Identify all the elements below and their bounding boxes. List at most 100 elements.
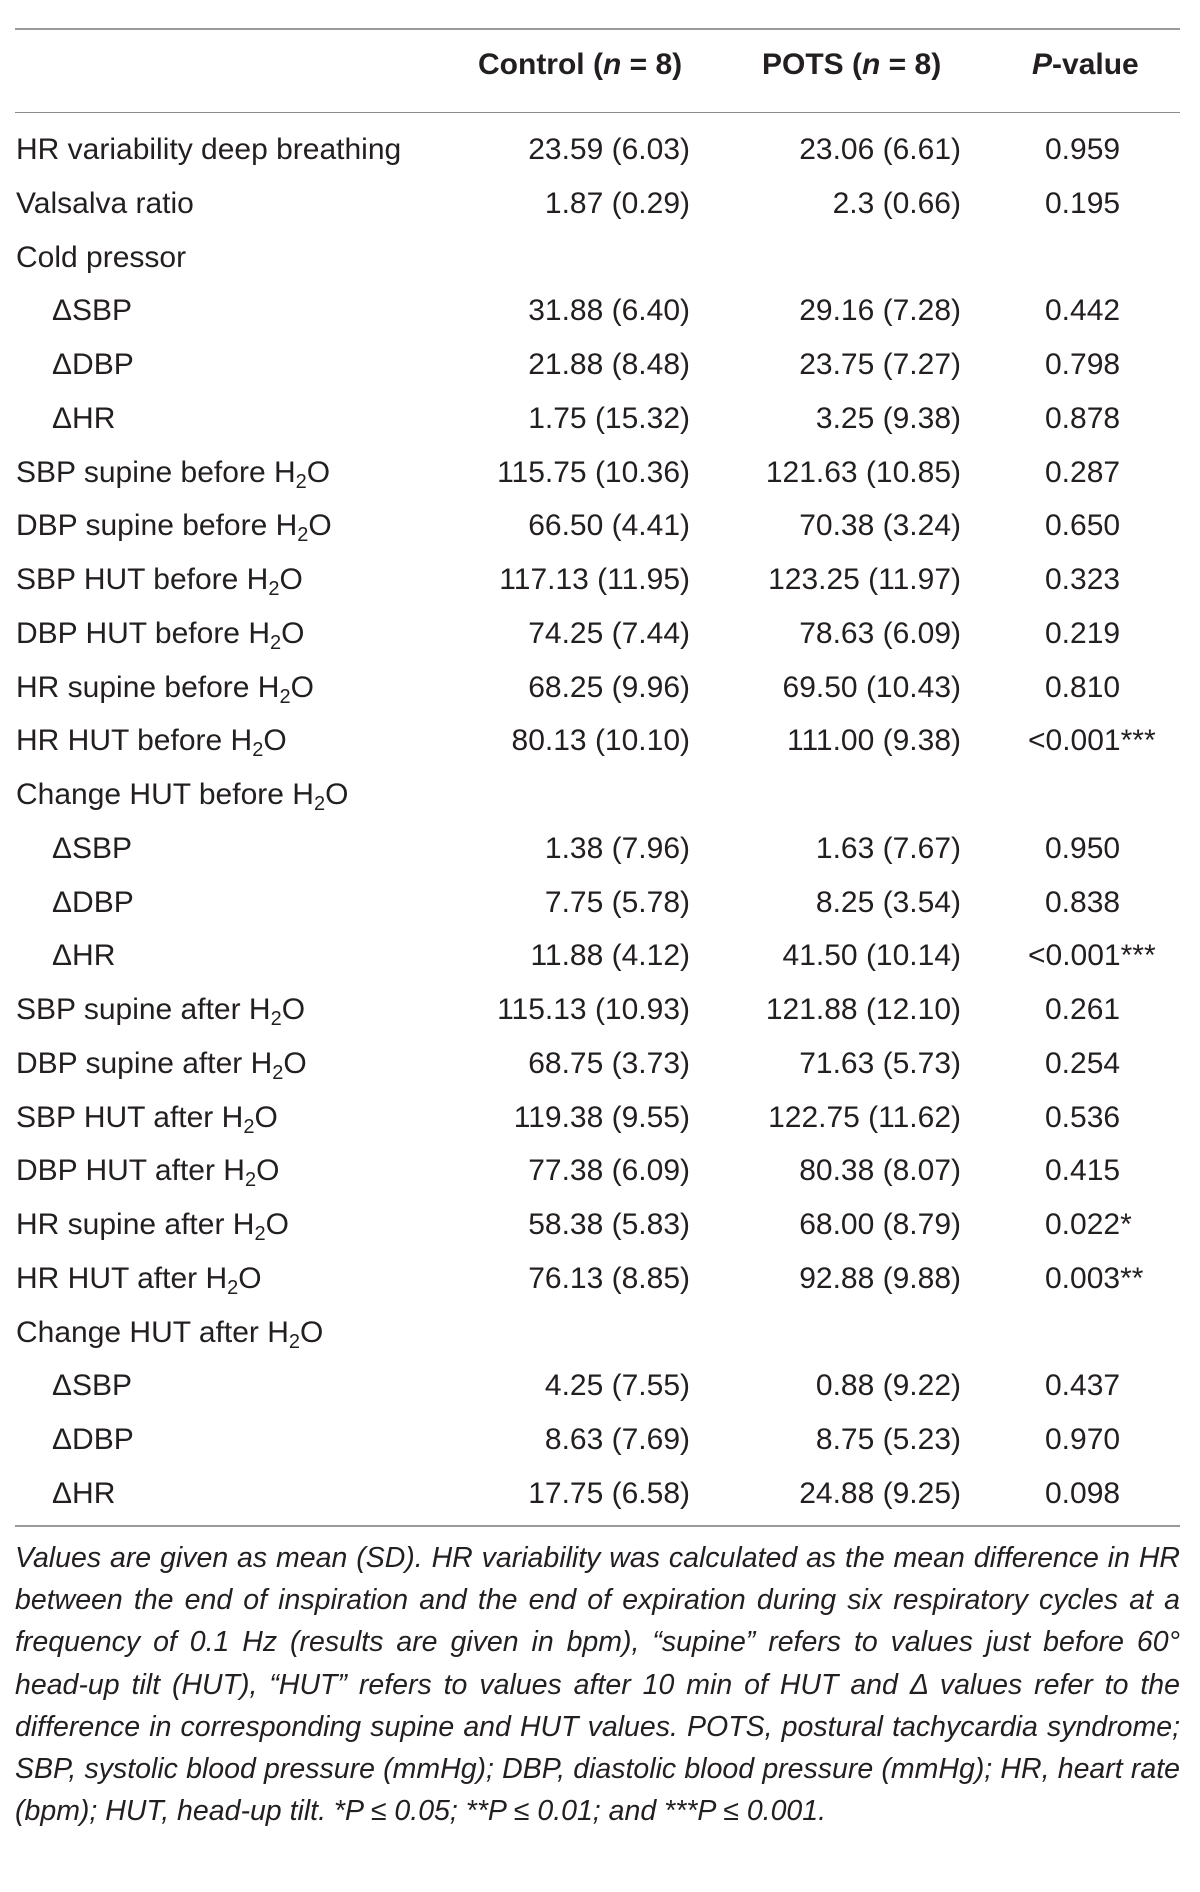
pots-value: 111.00 (9.38) xyxy=(786,724,961,758)
p-value: 0.442 xyxy=(1045,294,1121,328)
row-label: HR HUT after H2O xyxy=(16,1261,262,1299)
pots-value: 78.63 (6.09) xyxy=(799,616,961,650)
p-value: 0.838 xyxy=(1045,885,1121,919)
table-top-rule xyxy=(15,28,1180,30)
table-row: ΔSBP 4.25 (7.55) 0.88 (9.22) 0.437 xyxy=(0,1359,1200,1413)
pots-value: 69.50 (10.43) xyxy=(782,670,961,704)
row-label: Cold pressor xyxy=(16,240,187,274)
p-value: 0.219 xyxy=(1045,616,1121,650)
row-label: SBP supine after H2O xyxy=(16,993,306,1030)
row-label: ΔHR xyxy=(52,939,116,973)
pots-value: 23.75 (7.27) xyxy=(799,348,961,381)
control-value: 21.88 (8.48) xyxy=(528,348,690,381)
row-label: ΔDBP xyxy=(52,348,134,381)
control-value: 119.38 (9.55) xyxy=(513,1100,690,1134)
pots-value: 92.88 (9.88) xyxy=(799,1261,961,1295)
pots-value: 8.75 (5.23) xyxy=(815,1423,961,1456)
row-label: SBP HUT after H2O xyxy=(16,1100,278,1138)
pots-value: 71.63 (5.73) xyxy=(799,1046,961,1080)
header-control: Control (n = 8) xyxy=(478,48,683,81)
pots-value: 121.88 (12.10) xyxy=(765,993,961,1026)
pots-value: 2.3 (0.66) xyxy=(832,186,961,220)
table-row: DBP supine after H2O 68.75 (3.73) 71.63 (5… xyxy=(0,1037,1200,1091)
row-label: ΔSBP xyxy=(52,294,133,328)
header-rule xyxy=(15,112,1180,113)
row-label: HR variability deep breathing xyxy=(16,133,402,166)
row-label: ΔSBP xyxy=(52,1369,133,1403)
control-value: 68.75 (3.73) xyxy=(528,1046,690,1080)
row-label: Valsalva ratio xyxy=(16,186,194,220)
table-row: Cold pressor xyxy=(0,231,1200,285)
table-row: SBP supine after H2O 115.13 (10.93) 121.88… xyxy=(0,983,1200,1037)
row-label: ΔHR xyxy=(52,401,116,435)
p-value: 0.950 xyxy=(1045,831,1121,865)
p-value: 0.261 xyxy=(1045,993,1121,1026)
p-value: 0.323 xyxy=(1045,563,1121,596)
table-row: ΔDBP 7.75 (5.78) 8.25 (3.54) 0.838 xyxy=(0,876,1200,930)
p-value: 0.415 xyxy=(1045,1154,1121,1188)
p-value: 0.650 xyxy=(1045,509,1121,543)
row-label: ΔHR xyxy=(52,1476,116,1510)
p-value: 0.098 xyxy=(1045,1476,1121,1510)
control-value: 68.25 (9.96) xyxy=(528,670,690,704)
table-row: ΔHR 11.88 (4.12) 41.50 (10.14) <0.001*** xyxy=(0,929,1200,983)
table-row: DBP HUT after H2O 77.38 (6.09) 80.38 (8.07… xyxy=(0,1144,1200,1198)
row-label: ΔSBP xyxy=(52,831,133,865)
pots-value: 68.00 (8.79) xyxy=(799,1208,961,1241)
row-label: ΔDBP xyxy=(52,1423,134,1456)
pots-value: 70.38 (3.24) xyxy=(799,509,961,543)
p-value: 0.798 xyxy=(1045,348,1121,381)
row-label: Change HUT before H2O xyxy=(16,778,349,815)
p-value: 0.022* xyxy=(1045,1208,1132,1241)
control-value: 115.13 (10.93) xyxy=(497,993,690,1026)
pots-value: 3.25 (9.38) xyxy=(815,401,961,435)
row-label: HR supine before H2O xyxy=(16,670,314,708)
table-row: ΔSBP 1.38 (7.96) 1.63 (7.67) 0.950 xyxy=(0,822,1200,876)
table-row: SBP HUT before H2O 117.13 (11.95) 123.25 (… xyxy=(0,553,1200,607)
p-value: 0.878 xyxy=(1045,401,1121,435)
pots-value: 29.16 (7.28) xyxy=(799,294,961,328)
header-pvalue: P-value xyxy=(1032,48,1139,81)
row-label: ΔDBP xyxy=(52,885,134,919)
table-row: DBP HUT before H2O 74.25 (7.44) 78.63 (6.0… xyxy=(0,607,1200,661)
control-value: 74.25 (7.44) xyxy=(528,616,690,650)
pots-value: 41.50 (10.14) xyxy=(782,939,961,973)
table-row: DBP supine before H2O 66.50 (4.41) 70.38 (… xyxy=(0,499,1200,553)
table-footnote: Values are given as mean (SD). HR variab… xyxy=(15,1542,1180,1828)
table-row: Change HUT after H2O xyxy=(0,1306,1200,1360)
table-row: ΔHR 17.75 (6.58) 24.88 (9.25) 0.098 xyxy=(0,1467,1200,1521)
control-value: 23.59 (6.03) xyxy=(528,133,690,166)
control-value: 77.38 (6.09) xyxy=(528,1154,690,1188)
control-value: 115.75 (10.36) xyxy=(497,455,690,489)
table-row: Change HUT before H2O xyxy=(0,768,1200,822)
table-row: ΔSBP 31.88 (6.40) 29.16 (7.28) 0.442 xyxy=(0,284,1200,338)
control-value: 4.25 (7.55) xyxy=(544,1369,690,1403)
control-value: 31.88 (6.40) xyxy=(528,294,690,328)
control-value: 58.38 (5.83) xyxy=(528,1208,690,1241)
control-value: 80.13 (10.10) xyxy=(511,724,690,758)
pots-value: 24.88 (9.25) xyxy=(799,1476,961,1510)
control-value: 76.13 (8.85) xyxy=(528,1261,690,1295)
pots-value: 23.06 (6.61) xyxy=(799,133,961,166)
pots-value: 122.75 (11.62) xyxy=(768,1100,961,1134)
table-row: HR variability deep breathing 23.59 (6.03… xyxy=(0,123,1200,177)
control-value: 11.88 (4.12) xyxy=(530,939,690,973)
pots-value: 8.25 (3.54) xyxy=(815,885,961,919)
row-label: DBP supine after H2O xyxy=(16,1046,307,1084)
row-label: DBP HUT after H2O xyxy=(16,1154,280,1192)
table-row: HR HUT after H2O 76.13 (8.85) 92.88 (9.88)… xyxy=(0,1252,1200,1306)
header-pots: POTS (n = 8) xyxy=(762,48,942,81)
control-value: 1.87 (0.29) xyxy=(544,186,690,220)
pots-value: 0.88 (9.22) xyxy=(815,1369,961,1403)
table-row: ΔDBP 21.88 (8.48) 23.75 (7.27) 0.798 xyxy=(0,338,1200,392)
table-bottom-rule xyxy=(15,1525,1180,1527)
control-value: 66.50 (4.41) xyxy=(528,509,690,543)
row-label: DBP supine before H2O xyxy=(16,509,332,547)
control-value: 17.75 (6.58) xyxy=(528,1476,690,1510)
table-body: HR variability deep breathing 23.59 (6.03… xyxy=(0,123,1200,1521)
p-value: 0.536 xyxy=(1045,1100,1121,1134)
p-value: <0.001*** xyxy=(1028,724,1156,758)
p-value: 0.959 xyxy=(1045,133,1121,166)
table-row: SBP HUT after H2O 119.38 (9.55) 122.75 (11… xyxy=(0,1091,1200,1145)
